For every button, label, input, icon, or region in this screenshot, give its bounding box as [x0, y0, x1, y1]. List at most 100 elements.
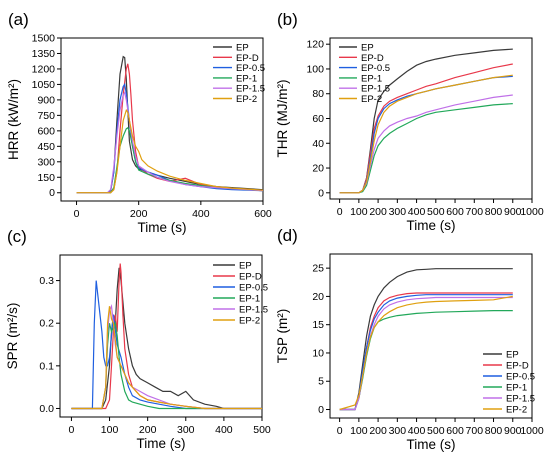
legend-label: EP-1.5: [236, 84, 265, 95]
series-line-ep-d: [71, 263, 262, 410]
y-tick-label: 60: [312, 113, 324, 125]
x-tick-label: 400: [215, 424, 233, 436]
y-axis-title: THR (MJ/m²): [275, 80, 290, 158]
x-tick-label: 700: [466, 425, 484, 437]
x-tick-label: 600: [254, 208, 272, 220]
panel-label: (c): [7, 227, 27, 246]
legend-label: EP-1.5: [239, 305, 268, 316]
y-tick-label: 20: [312, 291, 324, 303]
x-tick-label: 1000: [520, 425, 544, 437]
panel-label: (a): [8, 10, 29, 29]
x-tick-label: 400: [192, 208, 210, 220]
panel-label: (b): [277, 10, 298, 29]
x-axis-title: Time (s): [137, 436, 186, 451]
x-tick-label: 300: [389, 206, 407, 218]
y-tick-label: 0: [318, 404, 324, 416]
series-line-ep-2: [76, 108, 263, 194]
y-tick-label: 1350: [32, 48, 56, 60]
x-tick-label: 900: [504, 425, 522, 437]
series-line-ep-1-5: [71, 304, 262, 410]
x-tick-label: 1000: [520, 206, 544, 218]
legend-label: EP-D: [506, 361, 529, 372]
series-line-ep-1: [339, 103, 513, 194]
series-line-ep-0-5: [71, 280, 262, 410]
legend-label: EP-1.5: [506, 394, 535, 405]
y-tick-label: 5: [318, 376, 324, 388]
x-tick-label: 100: [101, 424, 119, 436]
y-tick-label: 0.3: [39, 275, 54, 287]
x-tick-label: 0: [337, 206, 343, 218]
y-tick-label: 0: [49, 187, 55, 199]
legend-label: EP-0.5: [239, 283, 268, 294]
x-tick-label: 200: [139, 424, 157, 436]
y-tick-label: 1050: [32, 79, 56, 91]
legend-label: EP-1: [361, 73, 382, 84]
legend-label: EP: [236, 43, 249, 54]
x-tick-label: 600: [446, 206, 464, 218]
x-tick-label: 0: [69, 424, 75, 436]
x-tick-label: 500: [427, 206, 445, 218]
series-line-ep-0-5: [339, 294, 513, 411]
legend-label: EP-D: [361, 53, 384, 64]
y-tick-label: 900: [37, 94, 55, 106]
x-tick-label: 200: [130, 208, 148, 220]
legend-label: EP-2: [239, 316, 260, 327]
x-tick-label: 400: [408, 206, 426, 218]
y-tick-label: 1500: [32, 33, 56, 45]
y-axis-title: SPR (m²/s): [5, 303, 20, 370]
panel-label: (d): [277, 226, 298, 245]
plot-frame: [329, 253, 533, 419]
plot-frame: [60, 37, 264, 202]
y-tick-label: 25: [312, 263, 324, 275]
y-tick-label: 300: [37, 156, 55, 168]
y-axis-title: TSP (m²): [275, 309, 290, 364]
y-tick-label: 0.1: [39, 360, 54, 372]
series-line-ep-2: [339, 74, 513, 194]
legend-label: EP: [361, 43, 374, 54]
x-axis-title: Time (s): [138, 220, 187, 235]
y-axis-title: HRR (kW/m²): [6, 79, 21, 160]
y-tick-label: 100: [306, 63, 324, 75]
series-line-ep-2: [339, 295, 513, 411]
series-line-ep: [71, 267, 262, 410]
y-tick-label: 450: [37, 141, 55, 153]
series-line-ep-d: [339, 63, 513, 194]
legend-label: EP-1: [506, 383, 527, 394]
y-tick-label: 0: [318, 187, 324, 199]
legend-label: EP-0.5: [361, 63, 390, 74]
series-line-ep-1: [71, 321, 262, 410]
legend-label: EP-0.5: [506, 372, 535, 383]
x-tick-label: 800: [485, 206, 503, 218]
x-tick-label: 800: [485, 425, 503, 437]
y-tick-label: 15: [312, 319, 324, 331]
y-tick-label: 150: [37, 172, 55, 184]
legend-label: EP-D: [236, 53, 259, 64]
x-tick-label: 200: [369, 425, 387, 437]
x-tick-label: 700: [466, 206, 484, 218]
x-tick-label: 300: [389, 425, 407, 437]
series-line-ep-1: [76, 126, 263, 194]
y-tick-label: 600: [37, 125, 55, 137]
x-tick-label: 200: [369, 206, 387, 218]
y-tick-label: 80: [312, 88, 324, 100]
y-tick-label: 1200: [32, 63, 56, 75]
legend-label: EP-1.5: [361, 84, 390, 95]
chart-panel: (a) 0 200 400 600 0 150 300 450 600 750 900 1050 1200…: [6, 10, 272, 235]
legend-label: EP: [239, 261, 252, 272]
x-axis-title: Time (s): [407, 437, 456, 452]
legend-label: EP-2: [506, 405, 527, 416]
series-line-ep-1-5: [339, 94, 513, 194]
legend-label: EP: [506, 350, 519, 361]
x-tick-label: 100: [350, 425, 368, 437]
y-tick-label: 750: [37, 110, 55, 122]
y-tick-label: 10: [312, 347, 324, 359]
x-tick-label: 0: [74, 208, 80, 220]
x-tick-label: 0: [337, 425, 343, 437]
legend-label: EP-1: [239, 294, 260, 305]
x-axis-title: Time (s): [407, 218, 456, 233]
legend-label: EP-D: [239, 272, 262, 283]
x-tick-label: 900: [504, 206, 522, 218]
y-tick-label: 20: [312, 163, 324, 175]
x-tick-label: 500: [427, 425, 445, 437]
